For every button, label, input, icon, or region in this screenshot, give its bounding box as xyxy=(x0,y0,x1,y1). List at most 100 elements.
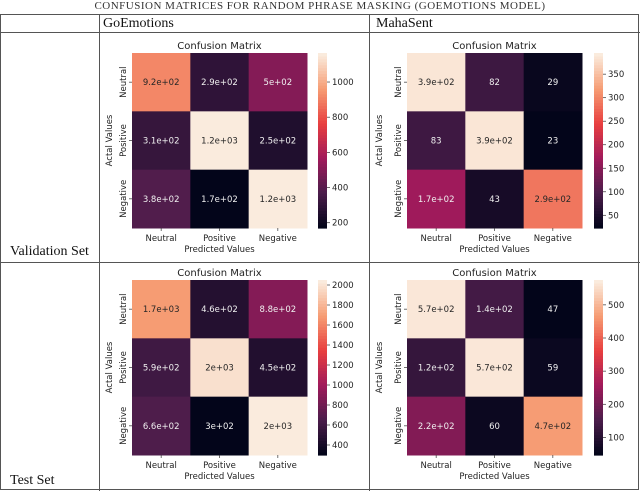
heatmap-cell xyxy=(407,111,466,171)
cell-annotation: 2.9e+02 xyxy=(534,195,571,205)
colorbar-segment xyxy=(318,396,327,401)
colorbar-segment xyxy=(594,88,603,92)
colorbar-segment xyxy=(594,428,603,433)
colorbar-segment xyxy=(318,96,327,101)
colorbar-segment xyxy=(318,67,327,72)
colorbar-segment xyxy=(318,193,327,197)
colorbar-segment xyxy=(318,280,327,284)
heatmap-cell xyxy=(132,53,191,112)
colorbar-segment xyxy=(594,440,603,444)
heatmap-cell xyxy=(407,396,466,456)
y-tick-label: Positive xyxy=(119,124,129,157)
colorbar-segment xyxy=(594,117,603,121)
cell-annotation: 3.8e+02 xyxy=(143,195,180,205)
cell-annotation: 59 xyxy=(547,364,558,374)
y-tick-label: Neutral xyxy=(119,66,129,97)
colorbar-segment xyxy=(594,422,603,427)
heatmap-cell xyxy=(190,338,250,398)
colorbar-tick-label: 2000 xyxy=(332,281,354,291)
heatmap-cell xyxy=(465,111,525,171)
colorbar-segment xyxy=(318,73,327,77)
colorbar-tick-label: 1800 xyxy=(332,301,354,311)
colorbar-segment xyxy=(318,105,327,110)
colorbar-segment xyxy=(318,422,327,427)
colorbar-segment xyxy=(594,123,603,127)
colorbar-tick-label: 600 xyxy=(332,148,348,158)
confusion-matrix-heatmap: Confusion Matrix 1.7e+03 4.6e+02 8.8e+02 5.9… xyxy=(105,268,354,482)
y-tick-label: Negative xyxy=(119,407,129,445)
cell-annotation: 1.7e+02 xyxy=(201,195,238,205)
colorbar-segment xyxy=(318,140,327,145)
chart-title: Confusion Matrix xyxy=(177,41,261,52)
colorbar-segment xyxy=(318,402,327,407)
heatmap-cell xyxy=(132,280,191,339)
colorbar-segment xyxy=(594,338,603,342)
colorbar-segment xyxy=(594,425,603,430)
colorbar-segment xyxy=(318,335,327,339)
colorbar-segment xyxy=(594,90,603,95)
colorbar-segment xyxy=(594,76,603,80)
colorbar-segment xyxy=(594,408,603,412)
colorbar-segment xyxy=(318,134,327,139)
colorbar-segment xyxy=(318,288,327,293)
heatmap-cell xyxy=(465,280,525,339)
colorbar-segment xyxy=(318,114,327,118)
colorbar-segment xyxy=(318,367,327,372)
colorbar-tick-label: 1400 xyxy=(332,341,354,351)
y-axis-label: Actal Values xyxy=(105,341,115,393)
cell-annotation: 1.4e+02 xyxy=(476,305,513,315)
colorbar-tick-label: 100 xyxy=(608,433,624,443)
colorbar-segment xyxy=(594,390,603,395)
colorbar-segment xyxy=(318,166,327,171)
y-tick-label: Positive xyxy=(119,351,129,384)
colorbar-segment xyxy=(318,55,327,60)
colorbar-segment xyxy=(318,382,327,386)
colorbar-segment xyxy=(318,61,327,66)
cell-annotation: 5e+02 xyxy=(264,78,293,88)
colorbar-segment xyxy=(594,300,603,304)
colorbar-segment xyxy=(594,158,603,162)
colorbar-tick-label: 600 xyxy=(332,421,348,431)
colorbar-segment xyxy=(318,137,327,142)
heatmap-cell xyxy=(190,396,250,456)
colorbar-segment xyxy=(594,361,603,366)
x-tick-label: Neutral xyxy=(420,461,451,471)
heatmap-cell xyxy=(407,169,466,229)
cell-annotation: 43 xyxy=(489,195,500,205)
colorbar-segment xyxy=(318,399,327,404)
colorbar-segment xyxy=(318,449,327,453)
colorbar-segment xyxy=(318,64,327,69)
colorbar-segment xyxy=(594,376,603,380)
colorbar-segment xyxy=(594,373,603,377)
colorbar-segment xyxy=(594,282,603,287)
x-tick-label: Neutral xyxy=(145,234,176,244)
colorbar-segment xyxy=(594,190,603,194)
colorbar-segment xyxy=(594,385,603,389)
colorbar-segment xyxy=(594,405,603,409)
heatmap-cell xyxy=(407,53,466,112)
colorbar-segment xyxy=(594,70,603,75)
cell-annotation: 8.8e+02 xyxy=(259,305,296,315)
colorbar-tick-label: 1000 xyxy=(332,381,354,391)
colorbar-tick-label: 300 xyxy=(608,94,624,104)
colorbar-tick-label: 250 xyxy=(608,117,624,127)
colorbar-segment xyxy=(318,102,327,107)
colorbar-segment xyxy=(594,58,603,63)
colorbar-segment xyxy=(318,143,327,147)
heatmap-cell xyxy=(523,53,583,112)
cell-annotation: 3.9e+02 xyxy=(418,78,455,88)
colorbar-tick-label: 1200 xyxy=(332,361,354,371)
colorbar-segment xyxy=(318,452,327,456)
cell-annotation: 5.9e+02 xyxy=(143,364,180,374)
row-divider xyxy=(0,262,640,263)
cell-annotation: 3.1e+02 xyxy=(143,137,180,147)
colorbar-segment xyxy=(318,317,327,322)
colorbar-segment xyxy=(594,155,603,159)
x-axis-label: Predicted Values xyxy=(184,245,255,255)
colorbar-tick-label: 350 xyxy=(608,70,624,80)
colorbar-segment xyxy=(594,143,603,147)
colorbar-segment xyxy=(318,358,327,363)
colorbar-segment xyxy=(318,370,327,374)
colorbar-segment xyxy=(318,85,327,89)
colorbar-segment xyxy=(594,102,603,107)
